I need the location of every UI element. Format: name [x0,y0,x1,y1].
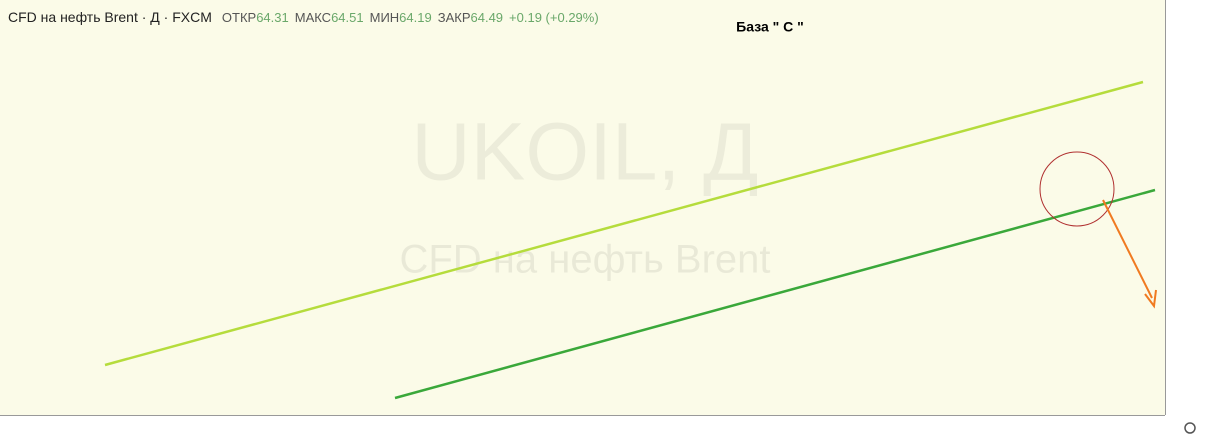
settings-icon[interactable] [1184,422,1196,434]
forecast-arrow [1102,199,1153,299]
lower-trend-line [394,188,1156,400]
highlight-circle [1039,151,1115,227]
ohlc-key: МАКС [294,10,332,25]
watermark-subtitle: CFD на нефть Brent [399,238,770,282]
arrow-head [1144,289,1157,309]
symbol: CFD на нефть Brent · Д · FXCM [8,9,212,25]
ohlc-value: 64.31 [256,10,289,25]
plot-background [0,0,1165,415]
annotation: База " С " [736,19,804,35]
legend: CFD на нефть Brent · Д · FXCM ОТКР64.31 МА… [8,9,605,25]
ohlc-key: ЗАКР [437,10,471,25]
ohlc-key: ОТКР [221,10,257,25]
ohlc-value: 64.51 [331,10,364,25]
watermark: UKOIL, Д [411,107,758,198]
ohlc-value: 64.19 [399,10,432,25]
change: +0.19 (+0.29%) [509,10,599,25]
time-axis [0,415,1165,442]
ohlc-key: МИН [369,10,400,25]
ohlc-value: 64.49 [470,10,504,25]
upper-trend-line [104,80,1144,367]
price-axis [1165,0,1215,442]
